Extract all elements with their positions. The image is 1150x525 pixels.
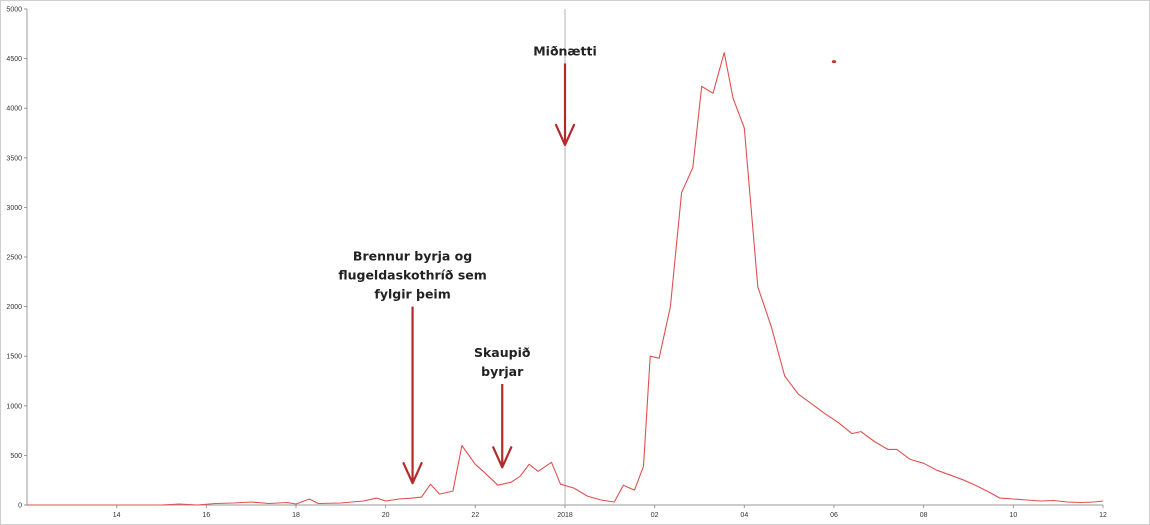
- annotations-layer: Miðnætti Brennur byrja og flugeldaskothríð…: [338, 44, 597, 485]
- annotation-label: byrjar: [481, 364, 524, 379]
- y-tick-label: 2000: [6, 304, 22, 311]
- x-tick-label: 22: [471, 512, 479, 519]
- x-tick-label: 2018: [557, 512, 573, 519]
- x-tick-label: 20: [382, 512, 390, 519]
- y-tick-label: 4500: [6, 56, 22, 63]
- series-line: [27, 52, 1104, 506]
- y-tick-label: 3500: [6, 155, 22, 162]
- y-tick-label: 1500: [6, 354, 22, 361]
- y-tick-label: 500: [10, 453, 22, 460]
- axes-group: 0 500 1000 1500 2000 2500 3000 3500 4000 4500 5000…: [6, 7, 1107, 520]
- annotation-arrow-head: [554, 123, 576, 147]
- y-tick-label: 4000: [6, 106, 22, 113]
- annotation-arrow-head: [492, 446, 513, 469]
- annotation-label: fylgir þeim: [374, 287, 450, 302]
- annotation-label: Brennur byrja og: [353, 249, 472, 264]
- markers-layer: [831, 60, 837, 64]
- x-tick-label: 02: [651, 512, 659, 519]
- x-tick-label: 14: [113, 512, 121, 519]
- y-tick-label: 2500: [6, 255, 22, 262]
- y-tick-label: 1000: [6, 403, 22, 410]
- x-tick-label: 06: [830, 512, 838, 519]
- x-tick-label: 08: [920, 512, 928, 519]
- annotation-label: Skaupið: [474, 345, 531, 360]
- stray-point-marker: [831, 60, 837, 64]
- annotation-label: Miðnætti: [533, 44, 597, 59]
- y-tick-label: 0: [18, 503, 22, 510]
- x-tick-label: 12: [1099, 512, 1107, 519]
- x-tick-label: 10: [1009, 512, 1017, 519]
- annotation-arrow-head: [402, 462, 423, 485]
- x-tick-label: 16: [202, 512, 210, 519]
- y-tick-label: 3000: [6, 205, 22, 212]
- x-tick-label: 18: [292, 512, 300, 519]
- annotation-label: flugeldaskothríð sem: [338, 268, 486, 283]
- x-tick-label: 04: [740, 512, 748, 519]
- series-layer: [27, 52, 1104, 506]
- y-tick-label: 5000: [6, 7, 22, 14]
